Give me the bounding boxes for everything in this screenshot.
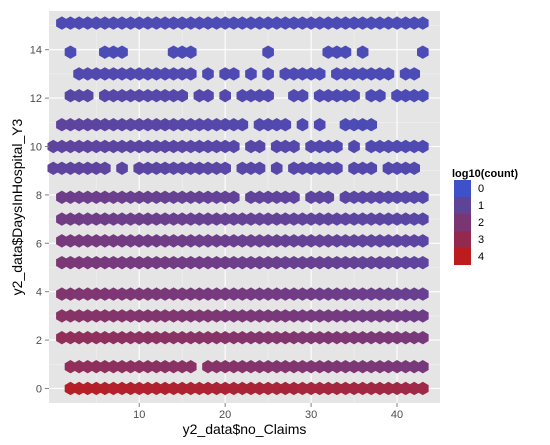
x-tick-label: 40	[391, 409, 403, 421]
y-tick-label: 2	[36, 335, 42, 347]
y-axis-title: y2_data$DaysInHospital_Y3	[9, 118, 25, 295]
y-tick-label: 6	[36, 238, 42, 250]
x-axis-title: y2_data$no_Claims	[183, 421, 307, 437]
legend-label: 1	[478, 200, 484, 212]
legend-swatch	[454, 214, 471, 231]
y-tick-label: 4	[36, 287, 42, 299]
legend-swatch	[454, 248, 471, 265]
legend-swatch	[454, 231, 471, 248]
legend-label: 3	[478, 234, 484, 246]
legend-label: 4	[478, 251, 484, 263]
y-tick-label: 14	[30, 45, 42, 57]
y-tick-label: 0	[36, 383, 42, 395]
x-tick-label: 20	[219, 409, 231, 421]
x-tick-label: 10	[133, 409, 145, 421]
y-tick-label: 8	[36, 190, 42, 202]
legend-label: 2	[478, 217, 484, 229]
legend-swatch	[454, 197, 471, 214]
legend-label: 0	[478, 183, 484, 195]
y-tick-label: 12	[30, 93, 42, 105]
y-tick-label: 10	[30, 142, 42, 154]
legend-title: log10(count)	[452, 168, 518, 180]
legend-swatch	[454, 180, 471, 197]
x-tick-label: 30	[305, 409, 317, 421]
